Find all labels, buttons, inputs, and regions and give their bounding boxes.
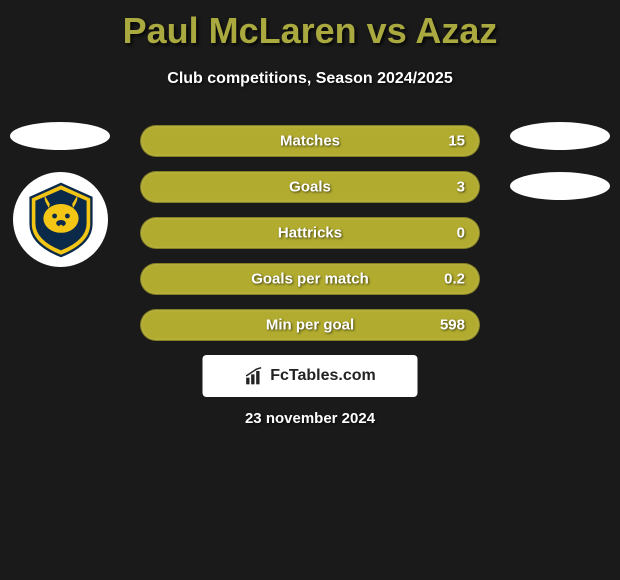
stat-row: Goals per match 0.2 xyxy=(140,263,480,295)
stats-list: Matches 15 Goals 3 Hattricks 0 Goals per… xyxy=(140,125,480,355)
player1-badge-placeholder xyxy=(10,122,110,150)
stat-value: 3 xyxy=(457,179,465,196)
stat-label: Hattricks xyxy=(278,225,342,242)
stat-row: Goals 3 xyxy=(140,171,480,203)
date-label: 23 november 2024 xyxy=(245,410,375,427)
stat-value: 15 xyxy=(448,133,465,150)
stat-label: Matches xyxy=(280,133,340,150)
stat-label: Goals per match xyxy=(251,271,369,288)
player2-badge-placeholder-1 xyxy=(510,122,610,150)
brand-label: FcTables.com xyxy=(270,367,376,385)
left-badge-column xyxy=(10,122,110,267)
page-subtitle: Club competitions, Season 2024/2025 xyxy=(0,70,620,88)
stat-label: Goals xyxy=(289,179,331,196)
bar-chart-icon xyxy=(244,366,264,386)
stat-value: 0 xyxy=(457,225,465,242)
right-badge-column xyxy=(510,122,610,222)
brand-footer[interactable]: FcTables.com xyxy=(203,355,418,397)
page-title: Paul McLaren vs Azaz xyxy=(0,0,620,52)
oxford-united-icon xyxy=(21,180,101,260)
stat-value: 0.2 xyxy=(444,271,465,288)
stat-row: Min per goal 598 xyxy=(140,309,480,341)
player1-club-badge xyxy=(13,172,108,267)
stat-row: Hattricks 0 xyxy=(140,217,480,249)
stat-label: Min per goal xyxy=(266,317,354,334)
stat-row: Matches 15 xyxy=(140,125,480,157)
stat-value: 598 xyxy=(440,317,465,334)
player2-badge-placeholder-2 xyxy=(510,172,610,200)
